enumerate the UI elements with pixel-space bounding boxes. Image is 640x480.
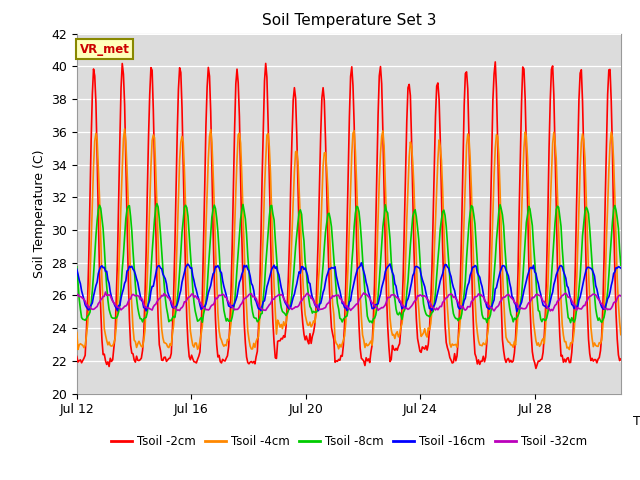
Text: VR_met: VR_met [79,43,129,56]
Y-axis label: Soil Temperature (C): Soil Temperature (C) [33,149,45,278]
Title: Soil Temperature Set 3: Soil Temperature Set 3 [262,13,436,28]
X-axis label: Time: Time [632,415,640,428]
Legend: Tsoil -2cm, Tsoil -4cm, Tsoil -8cm, Tsoil -16cm, Tsoil -32cm: Tsoil -2cm, Tsoil -4cm, Tsoil -8cm, Tsoi… [106,430,591,453]
